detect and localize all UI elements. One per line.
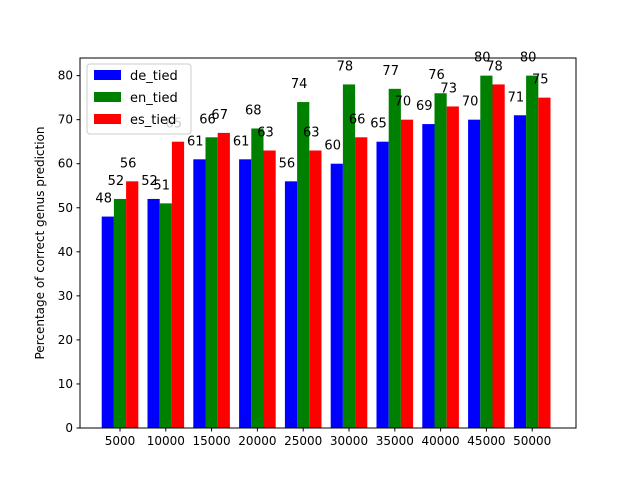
bar-es_tied-25000 — [309, 150, 322, 428]
bar-es_tied-30000 — [355, 137, 368, 429]
y-axis: 0 10 20 30 40 50 60 70 80 — [58, 69, 80, 435]
bar-es_tied-35000 — [400, 119, 414, 429]
data-label-es_tied-50000: 75 — [532, 73, 549, 88]
data-label-de_tied-35000: 65 — [370, 117, 387, 132]
bar-de_tied-35000 — [376, 141, 389, 428]
data-label-es_tied-35000: 70 — [395, 95, 412, 110]
bar-es_tied-5000 — [126, 181, 139, 428]
x-tick-label-15000: 15000 — [193, 434, 231, 448]
data-label-de_tied-15000: 61 — [187, 134, 204, 149]
legend-swatch-en_tied — [94, 92, 121, 102]
bar-de_tied-5000 — [101, 216, 114, 428]
data-label-en_tied-25000: 74 — [291, 77, 308, 92]
legend-swatch-de_tied — [94, 70, 121, 80]
y-tick-label-60: 60 — [58, 157, 73, 171]
bar-de_tied-45000 — [468, 119, 481, 429]
data-label-es_tied-30000: 66 — [349, 112, 366, 127]
data-label-es_tied-40000: 73 — [440, 81, 457, 96]
y-tick-label-30: 30 — [58, 289, 73, 303]
y-axis-label: Percentage of correct genus prediction — [33, 126, 47, 359]
bar-de_tied-20000 — [239, 159, 252, 428]
bar-en_tied-5000 — [113, 198, 127, 428]
bar-en_tied-15000 — [205, 137, 218, 429]
bar-en_tied-50000 — [526, 75, 539, 429]
data-label-en_tied-10000: 51 — [153, 178, 170, 193]
bar-es_tied-20000 — [263, 150, 276, 428]
x-axis: 5000 10000 15000 20000 25000 30000 35000 40000 4… — [105, 428, 551, 448]
legend-swatch-es_tied — [94, 114, 121, 124]
y-tick-label-50: 50 — [58, 201, 73, 215]
x-tick-label-20000: 20000 — [238, 434, 276, 448]
y-tick-label-40: 40 — [58, 245, 73, 259]
bar-es_tied-40000 — [446, 106, 459, 428]
bar-de_tied-50000 — [513, 115, 527, 428]
y-tick-label-0: 0 — [65, 421, 73, 435]
y-tick-label-80: 80 — [58, 69, 73, 83]
legend: de_tied en_tied es_tied — [86, 63, 192, 135]
x-tick-label-45000: 45000 — [467, 434, 505, 448]
bar-en_tied-25000 — [297, 102, 310, 429]
bar-en_tied-45000 — [480, 75, 493, 429]
bar-de_tied-25000 — [284, 181, 298, 428]
data-label-en_tied-15000: 66 — [199, 112, 216, 127]
x-tick-label-35000: 35000 — [376, 434, 414, 448]
data-label-en_tied-20000: 68 — [245, 103, 262, 118]
x-tick-label-5000: 5000 — [105, 434, 136, 448]
legend-label-es_tied: es_tied — [130, 113, 176, 128]
data-label-de_tied-25000: 56 — [279, 156, 296, 171]
data-label-de_tied-40000: 69 — [416, 99, 433, 114]
x-tick-label-50000: 50000 — [513, 434, 551, 448]
legend-label-de_tied: de_tied — [130, 69, 178, 84]
y-tick-label-10: 10 — [58, 377, 73, 391]
bar-de_tied-40000 — [422, 124, 435, 428]
x-tick-label-25000: 25000 — [284, 434, 322, 448]
legend-label-en_tied: en_tied — [130, 91, 178, 106]
data-label-de_tied-5000: 48 — [95, 192, 112, 207]
bar-es_tied-10000 — [171, 141, 185, 428]
bar-en_tied-10000 — [159, 203, 172, 428]
y-tick-label-70: 70 — [58, 113, 73, 127]
bar-es_tied-45000 — [492, 84, 505, 429]
x-tick-label-30000: 30000 — [330, 434, 368, 448]
data-label-es_tied-25000: 63 — [303, 126, 320, 141]
data-label-es_tied-20000: 63 — [257, 126, 274, 141]
bar-es_tied-15000 — [217, 132, 230, 428]
bar-de_tied-15000 — [193, 159, 206, 428]
data-label-en_tied-30000: 78 — [337, 59, 354, 74]
plot-frame — [79, 57, 577, 429]
data-label-es_tied-45000: 78 — [486, 59, 503, 74]
bars-layer — [101, 75, 551, 429]
data-label-en_tied-5000: 52 — [108, 174, 125, 189]
bar-de_tied-10000 — [147, 198, 160, 428]
x-tick-label-10000: 10000 — [147, 434, 185, 448]
data-label-de_tied-45000: 70 — [462, 95, 479, 110]
bar-en_tied-35000 — [388, 88, 401, 428]
bar-de_tied-30000 — [330, 163, 343, 428]
data-label-en_tied-40000: 76 — [428, 68, 445, 83]
data-label-de_tied-50000: 71 — [508, 90, 525, 105]
y-tick-label-20: 20 — [58, 333, 73, 347]
data-label-en_tied-35000: 77 — [382, 64, 399, 79]
bar-en_tied-20000 — [251, 128, 264, 429]
data-label-es_tied-5000: 56 — [120, 156, 137, 171]
data-label-de_tied-10000: 52 — [141, 174, 158, 189]
data-label-de_tied-30000: 60 — [324, 139, 341, 154]
bar-es_tied-50000 — [538, 97, 551, 428]
data-label-de_tied-20000: 61 — [233, 134, 250, 149]
x-tick-label-40000: 40000 — [422, 434, 460, 448]
data-label-es_tied-15000: 67 — [211, 108, 228, 123]
bar-en_tied-40000 — [434, 93, 447, 429]
bar-en_tied-30000 — [342, 84, 356, 429]
